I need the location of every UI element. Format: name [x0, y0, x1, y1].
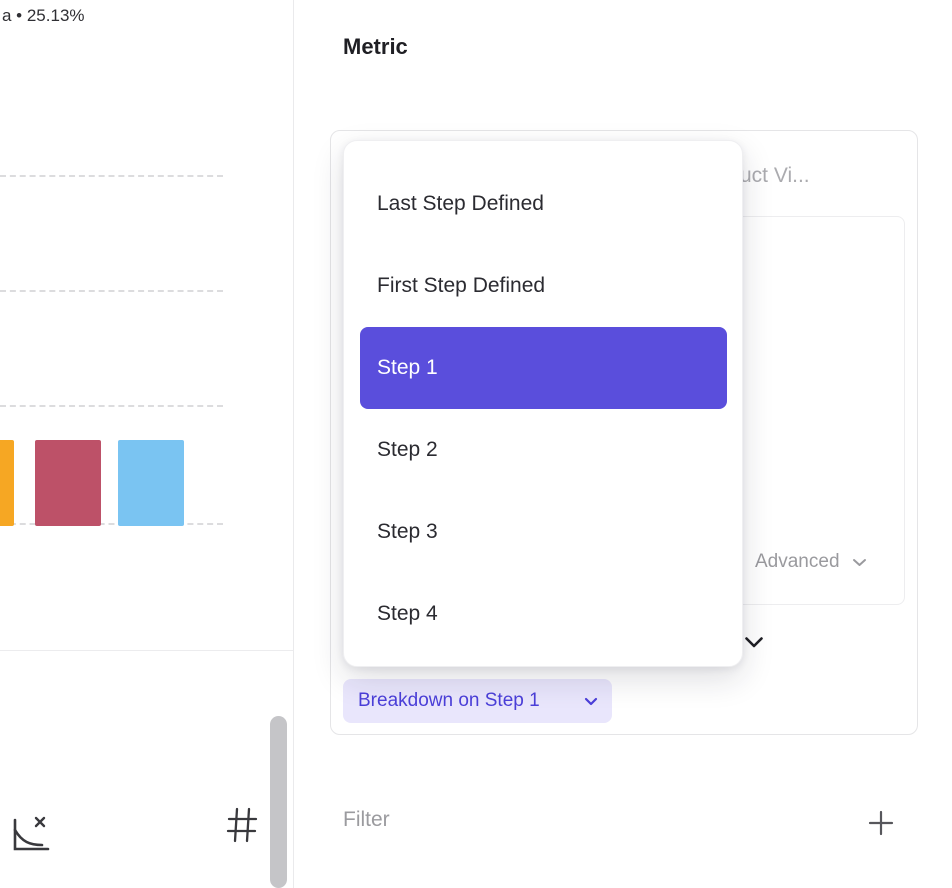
grid-view-button[interactable]	[224, 804, 260, 846]
advanced-label: Advanced	[755, 551, 840, 572]
panel-divider	[293, 0, 294, 888]
chevron-down-icon	[745, 637, 763, 648]
line-chart-x-icon	[13, 816, 50, 851]
dropdown-item-step-3[interactable]: Step 3	[377, 520, 438, 543]
section-collapse-button[interactable]	[744, 636, 766, 652]
chart-gridline	[0, 523, 223, 525]
dropdown-item-step-2[interactable]: Step 2	[377, 438, 438, 461]
breakdown-on-step-button[interactable]: Breakdown on Step 1	[343, 679, 612, 723]
dropdown-item-last-step-defined[interactable]: Last Step Defined	[377, 192, 544, 215]
chart-bar-blue[interactable]	[118, 440, 184, 526]
dropdown-item-step-4[interactable]: Step 4	[377, 602, 438, 625]
step-select-dropdown: Last Step Defined First Step Defined Ste…	[343, 140, 743, 667]
chart-gridline	[0, 405, 223, 407]
horizontal-divider	[0, 650, 293, 651]
hash-grid-icon	[226, 807, 258, 843]
metric-section-title: Metric	[343, 34, 408, 59]
breakdown-label: Breakdown on Step 1	[358, 690, 540, 711]
chart-gridline	[0, 290, 223, 292]
chart-type-line-button[interactable]	[6, 812, 54, 858]
chevron-down-icon	[584, 697, 598, 705]
dropdown-item-first-step-defined[interactable]: First Step Defined	[377, 274, 546, 297]
series-legend: a • 25.13%	[2, 6, 85, 25]
chevron-down-icon	[852, 558, 866, 566]
dropdown-item-step-1[interactable]: Step 1	[360, 327, 727, 409]
plus-icon	[868, 810, 894, 836]
vertical-scrollbar[interactable]	[270, 716, 287, 888]
chart-bar-orange[interactable]	[0, 440, 14, 526]
chart-bar-red[interactable]	[35, 440, 101, 526]
advanced-toggle[interactable]: Advanced	[755, 551, 867, 573]
filter-section-title: Filter	[343, 808, 390, 831]
chart-gridline	[0, 175, 223, 177]
add-filter-button[interactable]	[866, 808, 896, 838]
event-name-truncated[interactable]: uct Vi...	[740, 164, 810, 187]
